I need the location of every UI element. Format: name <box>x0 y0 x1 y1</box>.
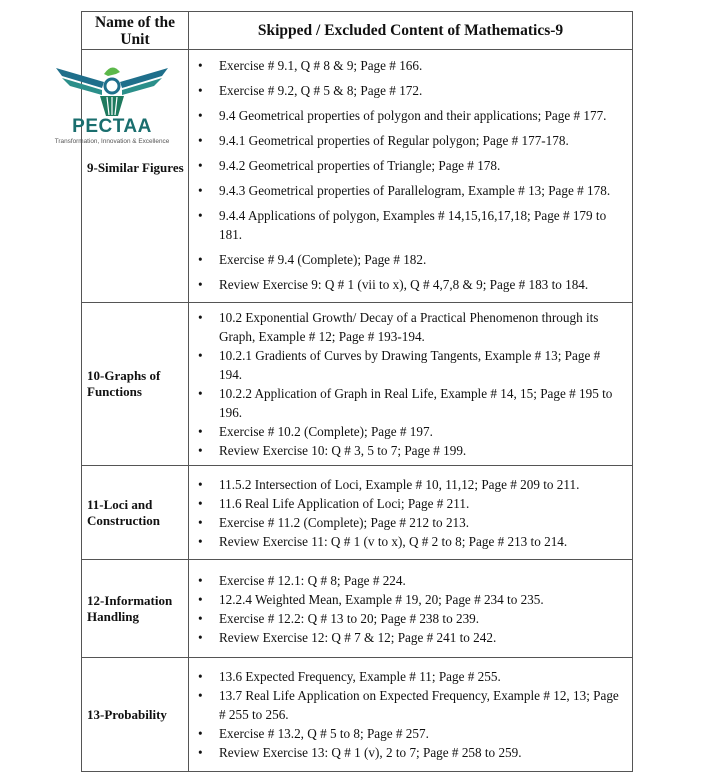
list-item: Review Exercise 11: Q # 1 (v to x), Q # … <box>198 532 626 551</box>
list-item: 9.4 Geometrical properties of polygon an… <box>198 106 626 125</box>
unit-name: 10-Graphs of Functions <box>81 302 189 466</box>
list-item: 10.2 Exponential Growth/ Decay of a Prac… <box>198 308 626 346</box>
list-item: 9.4.2 Geometrical properties of Triangle… <box>198 156 626 175</box>
list-item: Exercise # 12.2: Q # 13 to 20; Page # 23… <box>198 609 626 628</box>
list-item: Review Exercise 13: Q # 1 (v), 2 to 7; P… <box>198 743 626 762</box>
list-item: Exercise # 9.4 (Complete); Page # 182. <box>198 250 626 269</box>
content-list: 11.5.2 Intersection of Loci, Example # 1… <box>189 470 632 556</box>
content-cell: 13.6 Expected Frequency, Example # 11; P… <box>188 657 633 772</box>
unit-name: 12-Information Handling <box>81 559 189 658</box>
list-item: 9.4.4 Applications of polygon, Examples … <box>198 206 626 244</box>
list-item: Review Exercise 10: Q # 3, 5 to 7; Page … <box>198 441 626 460</box>
logo-tagline: Transformation, Innovation & Excellence <box>54 138 170 145</box>
list-item: 10.2.1 Gradients of Curves by Drawing Ta… <box>198 346 626 384</box>
list-item: Review Exercise 9: Q # 1 (vii to x), Q #… <box>198 275 626 294</box>
list-item: 13.6 Expected Frequency, Example # 11; P… <box>198 667 626 686</box>
table-header-row: Name of the Unit Skipped / Excluded Cont… <box>81 11 633 50</box>
header-content: Skipped / Excluded Content of Mathematic… <box>188 11 633 50</box>
list-item: 10.2.2 Application of Graph in Real Life… <box>198 384 626 422</box>
content-cell: 10.2 Exponential Growth/ Decay of a Prac… <box>188 302 633 466</box>
table-row: 12-Information HandlingExercise # 12.1: … <box>81 559 633 658</box>
content-cell: Exercise # 9.1, Q # 8 & 9; Page # 166. Ex… <box>188 49 633 303</box>
pectaa-logo: PECTAA Transformation, Innovation & Exce… <box>52 60 172 148</box>
list-item: Exercise # 13.2, Q # 5 to 8; Page # 257. <box>198 724 626 743</box>
list-item: 13.7 Real Life Application on Expected F… <box>198 686 626 724</box>
content-cell: Exercise # 12.1: Q # 8; Page # 224.12.2.… <box>188 559 633 658</box>
unit-name: 11-Loci and Construction <box>81 465 189 560</box>
list-item: Exercise # 12.1: Q # 8; Page # 224. <box>198 571 626 590</box>
list-item: 9.4.1 Geometrical properties of Regular … <box>198 131 626 150</box>
list-item: Exercise # 10.2 (Complete); Page # 197. <box>198 422 626 441</box>
content-list: 13.6 Expected Frequency, Example # 11; P… <box>189 662 632 767</box>
list-item: Exercise # 9.2, Q # 5 & 8; Page # 172. <box>198 81 626 100</box>
logo-name: PECTAA <box>72 116 152 137</box>
skipped-content-table: Name of the Unit Skipped / Excluded Cont… <box>81 11 633 772</box>
list-item: Exercise # 11.2 (Complete); Page # 212 t… <box>198 513 626 532</box>
content-list: 10.2 Exponential Growth/ Decay of a Prac… <box>189 303 632 465</box>
list-item: 11.6 Real Life Application of Loci; Page… <box>198 494 626 513</box>
unit-name: 13-Probability <box>81 657 189 772</box>
table-row: 11-Loci and Construction 11.5.2 Intersect… <box>81 465 633 560</box>
list-item: Exercise # 9.1, Q # 8 & 9; Page # 166. <box>198 56 626 75</box>
table-row: 9-Similar FiguresExercise # 9.1, Q # 8 &… <box>81 49 633 303</box>
table-row: 13-Probability 13.6 Expected Frequency, E… <box>81 657 633 772</box>
header-unit: Name of the Unit <box>81 11 189 50</box>
eagle-logo-icon <box>56 67 168 116</box>
table-row: 10-Graphs of Functions10.2 Exponential G… <box>81 302 633 466</box>
list-item: 12.2.4 Weighted Mean, Example # 19, 20; … <box>198 590 626 609</box>
content-list: Exercise # 12.1: Q # 8; Page # 224.12.2.… <box>189 566 632 652</box>
list-item: 9.4.3 Geometrical properties of Parallel… <box>198 181 626 200</box>
list-item: 11.5.2 Intersection of Loci, Example # 1… <box>198 475 626 494</box>
content-cell: 11.5.2 Intersection of Loci, Example # 1… <box>188 465 633 560</box>
list-item: Review Exercise 12: Q # 7 & 12; Page # 2… <box>198 628 626 647</box>
content-list: Exercise # 9.1, Q # 8 & 9; Page # 166. Ex… <box>189 50 632 302</box>
